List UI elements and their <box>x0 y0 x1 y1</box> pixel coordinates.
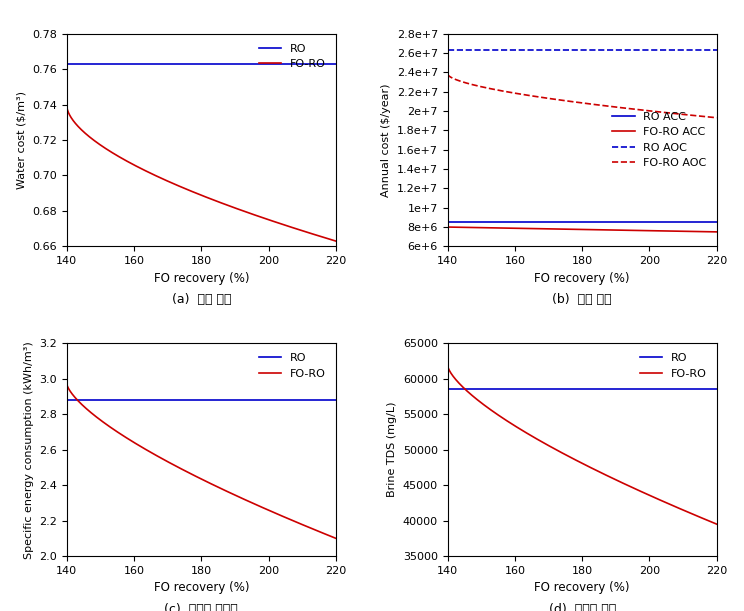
Y-axis label: Annual cost ($/year): Annual cost ($/year) <box>381 83 391 197</box>
X-axis label: FO recovery (%): FO recovery (%) <box>534 581 630 595</box>
Legend: RO, FO-RO: RO, FO-RO <box>254 39 330 73</box>
Legend: RO ACC, FO-RO ACC, RO AOC, FO-RO AOC: RO ACC, FO-RO ACC, RO AOC, FO-RO AOC <box>608 107 711 173</box>
X-axis label: FO recovery (%): FO recovery (%) <box>153 272 249 285</box>
Text: (b)  연간 비용: (b) 연간 비용 <box>552 293 612 306</box>
Y-axis label: Specific energy consumption (kWh/m³): Specific energy consumption (kWh/m³) <box>24 341 33 558</box>
Text: (d)  농축수 농도: (d) 농축수 농도 <box>548 603 616 611</box>
Text: (a)  생산 단가: (a) 생산 단가 <box>172 293 231 306</box>
Legend: RO, FO-RO: RO, FO-RO <box>635 349 711 383</box>
X-axis label: FO recovery (%): FO recovery (%) <box>153 581 249 595</box>
X-axis label: FO recovery (%): FO recovery (%) <box>534 272 630 285</box>
Text: (c)  에너지 소비량: (c) 에너지 소비량 <box>164 603 238 611</box>
Legend: RO, FO-RO: RO, FO-RO <box>254 349 330 383</box>
Y-axis label: Water cost ($/m³): Water cost ($/m³) <box>16 91 27 189</box>
Y-axis label: Brine TDS (mg/L): Brine TDS (mg/L) <box>388 402 397 497</box>
